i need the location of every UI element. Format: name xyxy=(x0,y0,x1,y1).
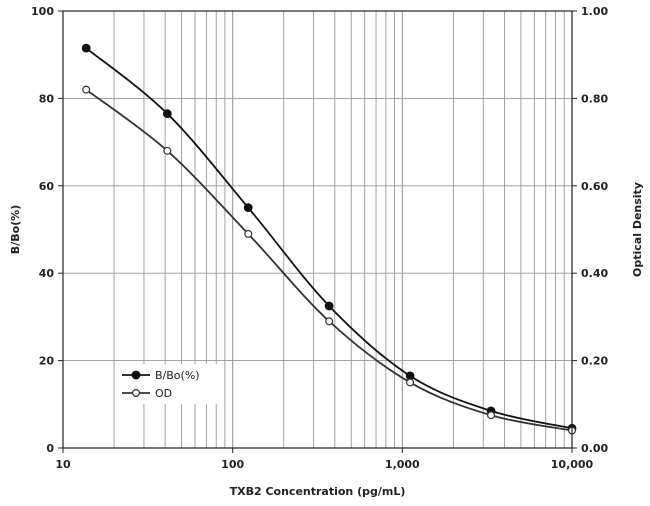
y-right-tick-label: 0.20 xyxy=(581,355,608,368)
x-tick-label: 10,000 xyxy=(551,458,594,471)
y-right-tick-label: 0.00 xyxy=(581,442,608,455)
y-right-tick-label: 0.40 xyxy=(581,267,608,280)
legend-box xyxy=(118,364,218,404)
y-axis-left-title: B/Bo(%) xyxy=(9,205,22,254)
x-axis-title: TXB2 Concentration (pg/mL) xyxy=(230,485,406,498)
y-left-tick-label: 60 xyxy=(39,180,55,193)
ticks-layer: 10 100 1,000 10,000 0 20 40 60 80 100 0.00 0.20 0.40… xyxy=(31,5,608,471)
data-point-od xyxy=(325,317,334,326)
y-left-tick-label: 80 xyxy=(39,92,55,105)
data-point-bbo xyxy=(324,301,334,311)
y-right-tick-label: 0.80 xyxy=(581,92,608,105)
y-right-tick-label: 0.60 xyxy=(581,180,608,193)
y-left-tick-label: 0 xyxy=(46,442,54,455)
legend: B/Bo(%) OD xyxy=(118,364,218,404)
data-point-bbo xyxy=(162,109,172,119)
data-point-od xyxy=(163,146,172,155)
y-right-tick-label: 1.00 xyxy=(581,5,608,18)
data-point-od xyxy=(406,378,415,387)
x-tick-label: 10 xyxy=(55,458,71,471)
y-left-tick-label: 40 xyxy=(39,267,55,280)
data-point-bbo xyxy=(81,43,91,53)
y-left-tick-label: 100 xyxy=(31,5,54,18)
grid-layer xyxy=(63,11,572,448)
x-tick-label: 100 xyxy=(221,458,244,471)
plot-frame xyxy=(62,10,573,449)
data-point-bbo xyxy=(243,203,253,213)
legend-entries: B/Bo(%) OD xyxy=(122,369,200,400)
x-tick-label: 1,000 xyxy=(385,458,420,471)
y-axis-right-title: Optical Density xyxy=(631,182,644,277)
legend-label: OD xyxy=(155,387,172,400)
data-point-od xyxy=(244,229,253,238)
series-layer xyxy=(81,43,577,435)
data-point-od xyxy=(82,85,91,94)
y-left-tick-label: 20 xyxy=(39,355,55,368)
data-point-od xyxy=(487,411,496,420)
legend-label: B/Bo(%) xyxy=(155,369,200,382)
legend-marker xyxy=(132,389,141,398)
legend-marker xyxy=(131,370,141,380)
